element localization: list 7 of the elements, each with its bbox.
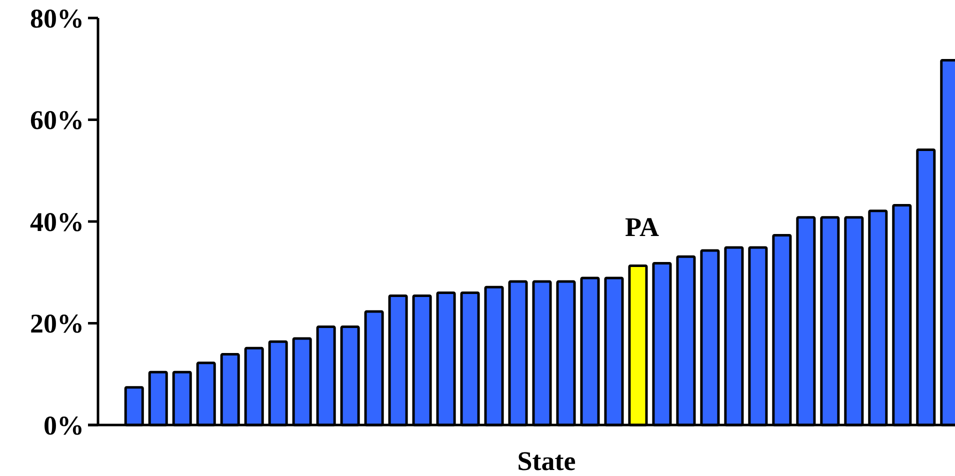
y-tick-label: 20%	[30, 308, 84, 339]
y-tick-label: 0%	[44, 410, 84, 440]
x-axis-title: State	[517, 446, 576, 476]
y-tick-label: 40%	[30, 206, 84, 237]
y-tick-label: 80%	[30, 3, 84, 34]
annotation: PA	[624, 212, 660, 242]
y-tick-label: 60%	[30, 105, 84, 136]
